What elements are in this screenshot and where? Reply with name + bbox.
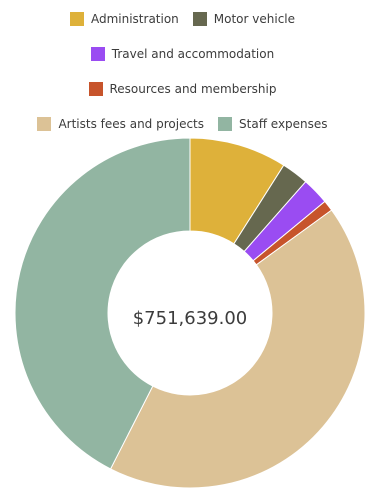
legend-label-artists-fees-and-projects: Artists fees and projects [58,116,205,131]
legend-swatch-resources-and-membership [88,81,103,96]
donut-chart: $751,639.00 [0,138,365,491]
legend-item-resources-and-membership[interactable]: Resources and membership [88,81,277,96]
legend-swatch-administration [69,11,84,26]
donut-slice-artists-fees-and-projects[interactable] [109,209,365,489]
legend-label-resources-and-membership: Resources and membership [109,81,277,96]
donut-chart-svg: $751,639.00 [14,138,365,489]
legend-row-2: Travel and accommodation [0,43,365,64]
legend-label-staff-expenses: Staff expenses [239,116,328,131]
legend-label-administration: Administration [90,11,179,26]
legend-row-1: Administration Motor vehicle [0,8,365,29]
legend-item-administration[interactable]: Administration [69,11,179,26]
legend-item-artists-fees-and-projects[interactable]: Artists fees and projects [37,116,205,131]
legend-swatch-staff-expenses [218,116,233,131]
legend-row-3: Resources and membership [0,78,365,99]
legend-item-staff-expenses[interactable]: Staff expenses [218,116,328,131]
legend-item-travel-and-accommodation[interactable]: Travel and accommodation [90,46,275,61]
legend-label-travel-and-accommodation: Travel and accommodation [111,46,275,61]
legend-label-motor-vehicle: Motor vehicle [213,11,296,26]
chart-legend: Administration Motor vehicle Travel and … [0,8,365,148]
donut-center-total: $751,639.00 [133,308,248,329]
donut-slices [14,138,365,489]
legend-row-4: Artists fees and projects Staff expenses [0,113,365,134]
legend-item-motor-vehicle[interactable]: Motor vehicle [192,11,296,26]
legend-swatch-travel-and-accommodation [90,46,105,61]
legend-swatch-artists-fees-and-projects [37,116,52,131]
donut-slice-staff-expenses[interactable] [14,138,191,470]
legend-swatch-motor-vehicle [192,11,207,26]
